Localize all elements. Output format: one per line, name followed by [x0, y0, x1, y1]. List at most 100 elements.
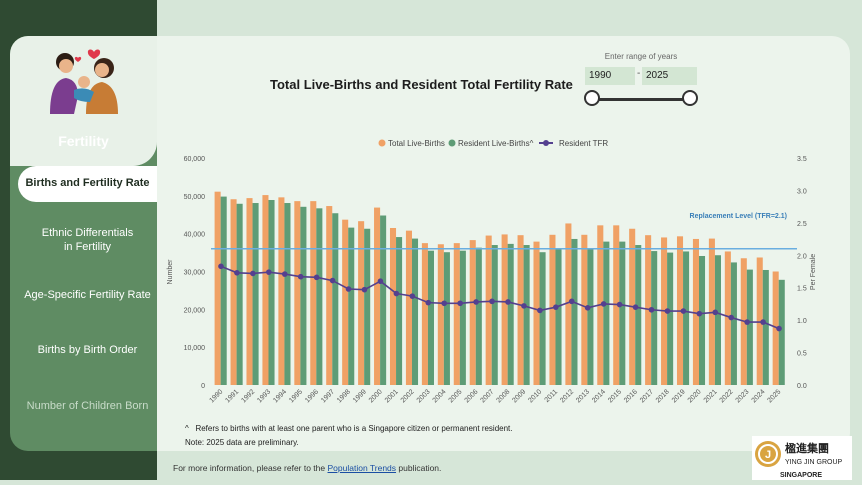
sidebar-item-ethnic-differentials[interactable]: Ethnic Differentials in Fertility [18, 226, 157, 254]
resident-births-bar [220, 196, 227, 385]
resident-births-bar [651, 251, 658, 385]
resident-births-bar [411, 238, 419, 385]
resident-births-bar [475, 247, 482, 385]
tfr-point [281, 271, 288, 277]
total-births-bar [517, 235, 524, 385]
y2-tick-label: 2.0 [797, 253, 807, 260]
y-tick-label: 30,000 [184, 270, 206, 277]
tfr-point [297, 273, 304, 280]
x-tick-label: 2020 [687, 388, 703, 404]
sidebar-item-label: Births by Birth Order [37, 344, 138, 356]
x-tick-label: 1992 [240, 388, 256, 404]
total-births-bar [358, 221, 365, 385]
population-trends-link[interactable]: Population Trends [327, 463, 397, 473]
tfr-point [313, 274, 320, 281]
resident-births-bar [380, 215, 387, 385]
resident-births-bar [683, 251, 690, 385]
resident-births-bar [427, 250, 434, 385]
y-tick-label: 60,000 [184, 156, 206, 163]
year-slider-end-handle[interactable] [682, 90, 698, 106]
y-tick-label: 10,000 [184, 345, 206, 352]
end-year-input[interactable]: 2025 [642, 67, 697, 85]
x-tick-label: 2001 [384, 388, 400, 404]
x-tick-label: 2015 [607, 388, 623, 404]
x-tick-label: 2022 [719, 388, 735, 404]
family-illustration-icon [50, 49, 118, 114]
total-births-bar [581, 234, 588, 385]
x-tick-label: 2014 [591, 388, 607, 404]
brand-name: YING JIN GROUP [785, 459, 843, 466]
x-tick-label: 2010 [527, 388, 543, 404]
footer-suffix: publication. [396, 463, 442, 473]
year-range-dash: - [637, 68, 641, 79]
tfr-point [537, 307, 543, 314]
y-tick-label: 20,000 [184, 307, 206, 314]
resident-births-bar [635, 245, 642, 385]
year-slider-start-handle[interactable] [584, 90, 600, 106]
sidebar-item-births-and-fertility-rate[interactable]: Births and Fertility Rate [18, 166, 157, 202]
x-tick-label: 2000 [368, 388, 384, 404]
brand-chinese-name: 楹進集團 [785, 441, 829, 455]
total-births-bar [421, 243, 428, 385]
tfr-point [473, 299, 479, 305]
total-births-bar [501, 234, 508, 385]
resident-births-bar [667, 252, 674, 385]
year-slider-track[interactable] [592, 98, 690, 101]
total-births-bar [533, 241, 540, 385]
legend-total-births-label: Total Live-Births [388, 139, 445, 148]
resident-births-bar [778, 279, 785, 385]
resident-births-bar [284, 203, 291, 385]
ying-jin-group-logo: J 楹進集團 YING JIN GROUP SINGAPORE [752, 436, 852, 480]
y2-tick-label: 2.5 [797, 221, 807, 228]
total-births-bar [772, 271, 779, 385]
year-range-label: Enter range of years [604, 52, 678, 61]
resident-births-bar [443, 252, 450, 385]
x-tick-label: 2008 [495, 388, 511, 404]
tfr-point [584, 305, 591, 311]
total-births-bar [405, 230, 412, 385]
x-tick-label: 2024 [751, 388, 767, 404]
total-births-bar [389, 227, 397, 385]
sidebar-item-label: Age-Specific Fertility Rate [24, 289, 151, 301]
y2-tick-label: 1.0 [797, 318, 807, 325]
x-tick-label: 2009 [511, 388, 527, 404]
resident-births-bar [348, 227, 355, 385]
x-tick-label: 1990 [208, 388, 224, 404]
footer-prefix: For more information, please refer to th… [173, 463, 328, 473]
y2-tick-label: 3.0 [797, 188, 807, 195]
top-bar [157, 0, 862, 34]
x-tick-label: 1997 [320, 388, 336, 404]
legend-tfr-swatch-dot [543, 140, 549, 146]
tfr-point [425, 299, 432, 306]
sidebar-logo-panel [10, 36, 157, 166]
legend-resident-births-label: Resident Live-Births^ [458, 139, 534, 148]
x-tick-label: 2003 [416, 388, 432, 404]
x-tick-label: 2002 [400, 388, 416, 404]
start-year-input[interactable]: 1990 [585, 67, 635, 85]
sidebar-item-number-of-children-born[interactable]: Number of Children Born [18, 399, 157, 413]
x-tick-label: 1993 [256, 388, 272, 404]
x-tick-label: 1996 [304, 388, 320, 404]
sidebar-item-age-specific-fertility-rate[interactable]: Age-Specific Fertility Rate [18, 288, 157, 302]
y2-tick-label: 3.5 [797, 156, 807, 163]
tfr-point [329, 277, 336, 284]
svg-text:J: J [765, 449, 771, 461]
y-tick-label: 40,000 [184, 232, 206, 239]
total-births-bar [469, 240, 476, 385]
y2-axis-title: Per Female [810, 254, 817, 290]
sidebar-item-births-by-birth-order[interactable]: Births by Birth Order [18, 343, 157, 357]
resident-births-bar [300, 206, 307, 385]
resident-births-bar [619, 241, 626, 385]
x-tick-label: 1995 [288, 388, 304, 404]
tfr-point [553, 304, 559, 310]
x-tick-label: 1994 [272, 388, 288, 404]
x-tick-label: 2004 [432, 388, 448, 404]
legend-tfr-label: Resident TFR [559, 139, 608, 148]
x-tick-label: 1999 [352, 388, 368, 404]
tfr-point [441, 300, 447, 307]
tfr-point [266, 269, 272, 275]
resident-births-bar [491, 245, 498, 385]
x-tick-label: 2012 [559, 388, 575, 404]
tfr-point [696, 310, 703, 317]
